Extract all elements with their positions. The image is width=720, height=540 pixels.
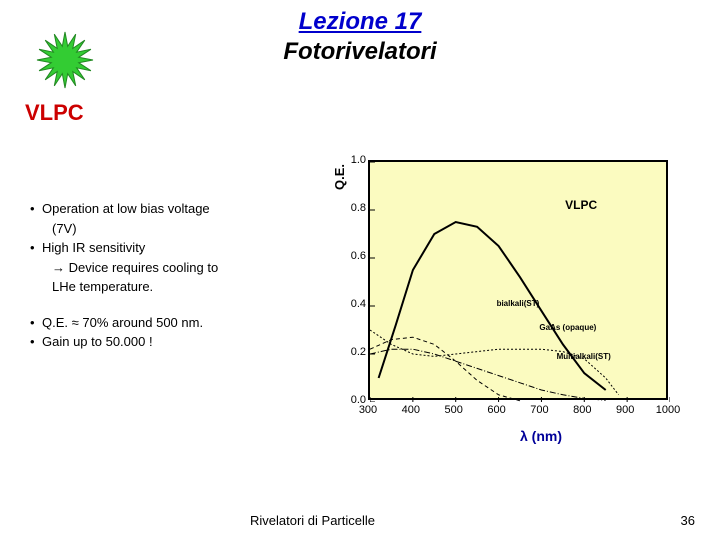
qe-chart: Q.E. 1.00.80.60.40.20.0 3004005006007008…: [310, 150, 690, 440]
chart-xlabel: λ (nm): [520, 428, 562, 444]
section-title: VLPC: [25, 100, 84, 126]
chart-ylabel: Q.E.: [332, 164, 347, 190]
series-label: VLPC: [565, 198, 597, 212]
bullet-item: (7V): [30, 220, 290, 238]
lecture-title: Fotorivelatori: [0, 38, 720, 66]
ytick-label: 0.4: [342, 298, 366, 310]
footer-title: Rivelatori di Particelle: [250, 513, 375, 528]
ytick-label: 0.8: [342, 202, 366, 214]
page-number: 36: [681, 513, 695, 528]
xtick-label: 1000: [654, 404, 682, 416]
chart-svg: [370, 162, 670, 402]
xtick-label: 600: [483, 404, 511, 416]
star-decoration: [35, 30, 95, 90]
bullet-item: Gain up to 50.000 !: [30, 333, 290, 351]
series-label: bialkali(ST): [497, 299, 540, 308]
xtick-label: 900: [611, 404, 639, 416]
xtick-label: 500: [440, 404, 468, 416]
bullet-item: Operation at low bias voltage: [30, 200, 290, 218]
bullet-list: Operation at low bias voltage (7V) High …: [30, 200, 290, 353]
series-label: GaAs (opaque): [539, 323, 596, 332]
bullet-item: Q.E. ≈ 70% around 500 nm.: [30, 314, 290, 332]
ytick-label: 1.0: [342, 154, 366, 166]
xtick-label: 700: [525, 404, 553, 416]
ytick-label: 0.2: [342, 346, 366, 358]
xtick-label: 400: [397, 404, 425, 416]
lecture-number: Lezione 17: [0, 8, 720, 36]
bullet-item: High IR sensitivity: [30, 239, 290, 257]
bullet-item: → Device requires cooling to: [30, 259, 290, 277]
ytick-label: 0.6: [342, 250, 366, 262]
xtick-label: 300: [354, 404, 382, 416]
xtick-label: 800: [568, 404, 596, 416]
bullet-item: LHe temperature.: [30, 278, 290, 296]
chart-plot-area: [368, 160, 668, 400]
series-label: Multialkali(ST): [557, 352, 611, 361]
